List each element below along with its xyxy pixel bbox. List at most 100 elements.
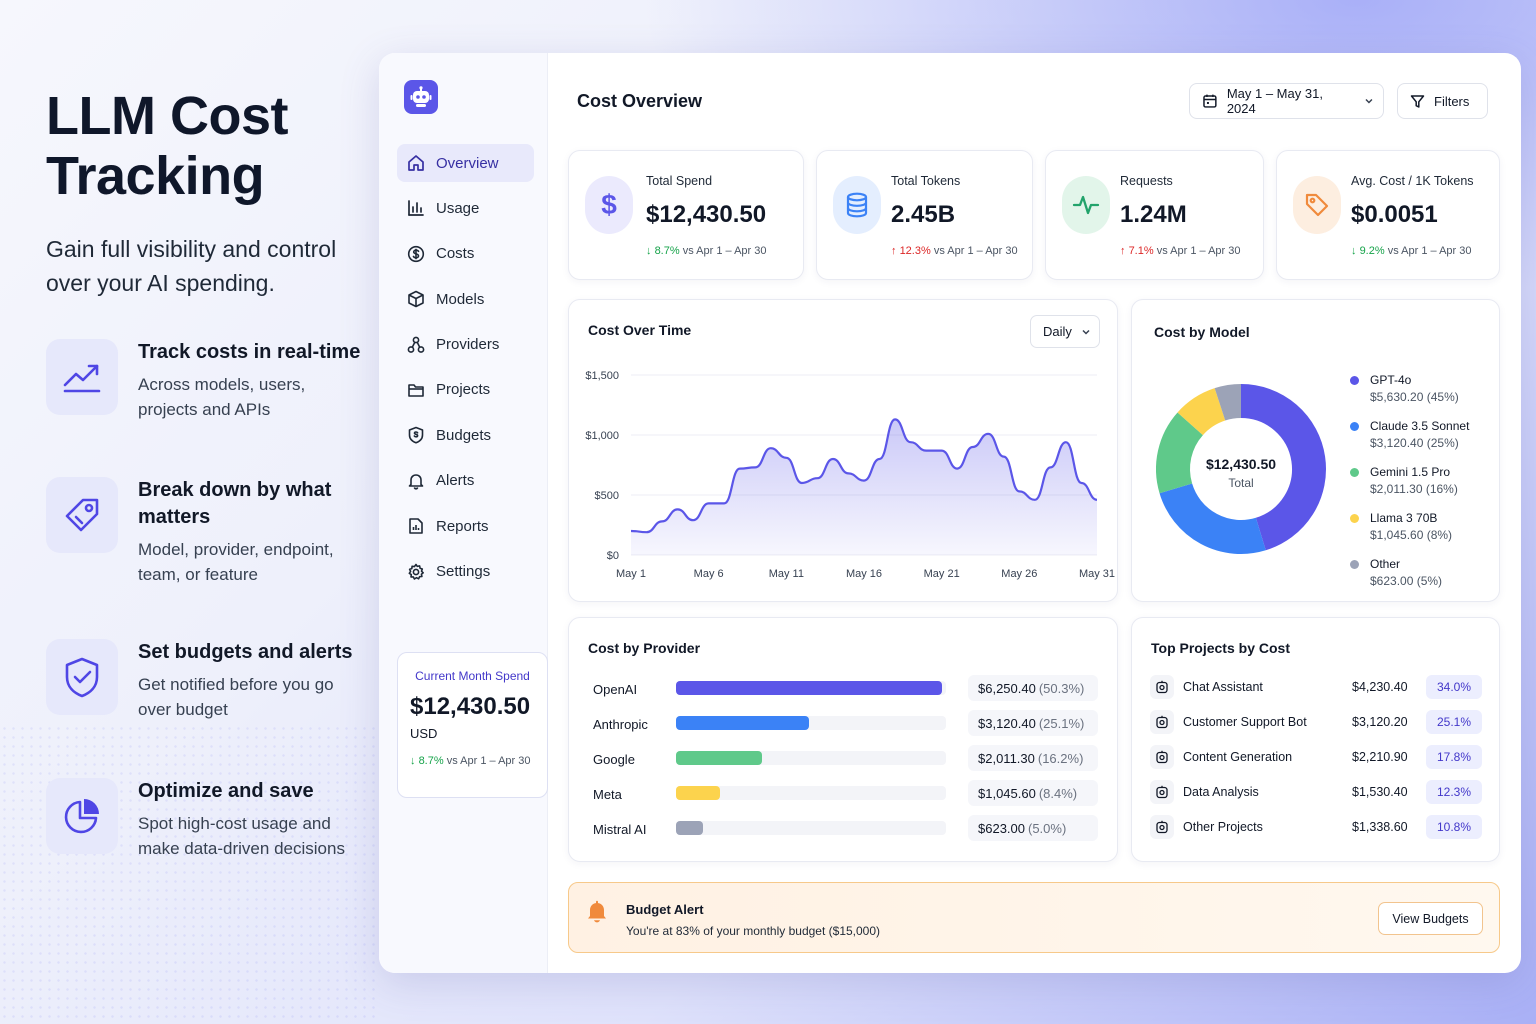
project-name: Data Analysis (1183, 785, 1259, 799)
cost-over-time-chart: $0 $500 $1,000 $1,500 May 1 May 6 May 11 May 16… (585, 370, 1115, 580)
project-row[interactable]: Customer Support Bot $3,120.20 25.1% (1150, 710, 1486, 736)
provider-bar (676, 751, 762, 765)
sidebar-item-projects[interactable]: Projects (397, 371, 534, 409)
donut-slice (1240, 384, 1326, 551)
spend-card-value: $12,430.50 (410, 693, 531, 720)
legend-value: $1,045.60 (8%) (1370, 528, 1453, 542)
project-row[interactable]: Other Projects $1,338.60 10.8% (1150, 815, 1486, 841)
cost-by-provider-card: Cost by Provider OpenAI $6,250.40 (50.3%)… (568, 617, 1118, 862)
feature-optimize: Optimize and save Spot high-cost usage an… (46, 778, 366, 861)
provider-bar-track (676, 821, 946, 835)
kpi-total-spend: $ Total Spend $12,430.50 ↓ 8.7% vs Apr 1… (568, 150, 804, 280)
filters-button[interactable]: Filters (1397, 83, 1488, 119)
folder-icon (408, 384, 424, 397)
x-tick-label: May 16 (846, 568, 882, 580)
sidebar-item-usage[interactable]: Usage (397, 189, 534, 227)
dollar-icon: $ (585, 176, 633, 234)
provider-bar (676, 821, 703, 835)
provider-name: Mistral AI (593, 822, 647, 837)
calendar-icon (1203, 94, 1217, 108)
granularity-select[interactable]: Daily (1030, 315, 1100, 348)
feature-title: Break down by what matters (138, 479, 332, 528)
project-value: $2,210.90 (1352, 750, 1408, 764)
kpi-change: ↓ 9.2% vs Apr 1 – Apr 30 (1351, 245, 1472, 257)
sidebar-item-label: Usage (436, 199, 480, 217)
view-budgets-button[interactable]: View Budgets (1378, 902, 1483, 935)
sidebar-item-overview[interactable]: Overview (397, 144, 534, 182)
sidebar-item-models[interactable]: Models (397, 280, 534, 318)
project-row[interactable]: Chat Assistant $4,230.40 34.0% (1150, 675, 1486, 701)
cost-by-model-card: Cost by Model $12,430.50 Total GPT-4o $5… (1131, 299, 1500, 602)
robot-logo-icon[interactable] (404, 80, 438, 114)
area-fill (631, 419, 1097, 555)
feature-title: Optimize and save (138, 780, 314, 802)
project-row[interactable]: Data Analysis $1,530.40 12.3% (1150, 780, 1486, 806)
provider-bar (676, 786, 720, 800)
provider-row: Mistral AI $623.00 (5.0%) (588, 815, 1108, 843)
provider-name: Google (593, 752, 635, 767)
legend-dot (1350, 514, 1359, 523)
kpi-label: Total Spend (646, 174, 713, 188)
feature-desc: Across models, users, projects and APIs (138, 375, 306, 419)
hero: LLM Cost Tracking Gain full visibility an… (46, 86, 366, 300)
kpi-total-tokens: Total Tokens 2.45B ↑ 12.3% vs Apr 1 – Ap… (816, 150, 1033, 280)
legend-dot (1350, 422, 1359, 431)
sidebar-item-reports[interactable]: Reports (397, 507, 534, 545)
legend-dot (1350, 560, 1359, 569)
feature-title: Set budgets and alerts (138, 641, 353, 663)
trending-up-icon (46, 339, 118, 415)
cost-line (630, 418, 1098, 534)
card-title: Cost Over Time (588, 322, 692, 338)
spend-card-label: Current Month Spend (415, 669, 530, 683)
hero-subtitle: Gain full visibility and control over yo… (46, 236, 337, 296)
kpi-requests: Requests 1.24M ↑ 7.1% vs Apr 1 – Apr 30 (1045, 150, 1264, 280)
project-name: Customer Support Bot (1183, 715, 1307, 729)
chevron-down-icon (1365, 98, 1373, 104)
main-content: Cost Overview May 1 – May 31, 2024 Filte… (548, 53, 1521, 973)
sidebar-item-label: Overview (436, 154, 499, 172)
kpi-value: 2.45B (891, 201, 956, 228)
feature-desc: Spot high-cost usage and make data-drive… (138, 814, 345, 858)
tag-icon (46, 477, 118, 553)
project-icon (1150, 675, 1174, 699)
date-range-picker[interactable]: May 1 – May 31, 2024 (1189, 83, 1384, 119)
report-icon (409, 518, 423, 534)
provider-bar-track (676, 786, 946, 800)
provider-bar-track (676, 716, 946, 730)
project-pct-badge: 25.1% (1426, 710, 1482, 734)
page-title: Cost Overview (577, 91, 703, 111)
sidebar-item-budgets[interactable]: Budgets (397, 416, 534, 454)
provider-row: Google $2,011.30 (16.2%) (588, 745, 1108, 773)
arrow-down-icon: ↓ (410, 755, 419, 767)
kpi-value: 1.24M (1120, 201, 1187, 228)
x-tick-label: May 11 (769, 568, 804, 580)
sidebar-item-label: Providers (436, 336, 500, 354)
sidebar-item-costs[interactable]: Costs (397, 235, 534, 273)
donut-center: $12,430.50 Total (1192, 456, 1290, 490)
sidebar-item-alerts[interactable]: Alerts (397, 462, 534, 500)
project-pct-badge: 12.3% (1426, 780, 1482, 804)
card-title: Cost by Model (1154, 324, 1250, 340)
dollar-circle-icon (407, 245, 425, 262)
alert-title: Budget Alert (626, 902, 704, 917)
legend-name: Other (1370, 557, 1401, 571)
pie-chart-icon (46, 778, 118, 854)
provider-bar-track (676, 751, 946, 765)
bar-chart-icon (408, 200, 424, 217)
sidebar-item-providers[interactable]: Providers (397, 326, 534, 364)
project-pct-badge: 10.8% (1426, 815, 1482, 839)
donut-slice (1177, 388, 1226, 436)
sidebar-item-settings[interactable]: Settings (397, 553, 534, 591)
project-pct-badge: 17.8% (1426, 745, 1482, 769)
sidebar-item-label: Reports (436, 517, 489, 535)
y-tick-label: $1,500 (585, 370, 619, 382)
provider-value: $1,045.60 (8.4%) (968, 780, 1098, 806)
project-value: $4,230.40 (1352, 680, 1408, 694)
sidebar-item-label: Alerts (436, 472, 475, 490)
project-row[interactable]: Content Generation $2,210.90 17.8% (1150, 745, 1486, 771)
bell-icon (408, 473, 424, 490)
project-icon (1150, 745, 1174, 769)
cube-icon (408, 290, 424, 308)
feature-title: Track costs in real-time (138, 341, 361, 363)
kpi-label: Requests (1120, 174, 1173, 188)
